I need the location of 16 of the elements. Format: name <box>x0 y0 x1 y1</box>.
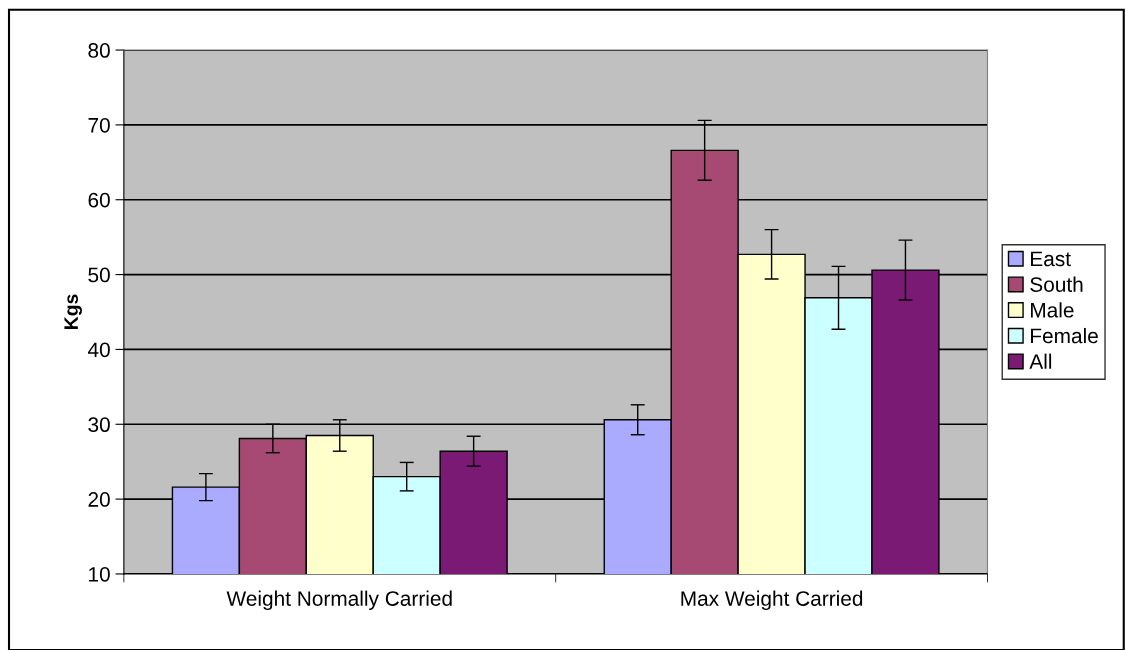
legend-label: Male <box>1031 302 1074 318</box>
y-tick-label: 10 <box>89 566 110 582</box>
y-tick-label: 60 <box>88 192 110 208</box>
legend-label: South <box>1030 276 1083 292</box>
legend-label: East <box>1031 251 1071 267</box>
y-tick-label: 70 <box>88 117 110 133</box>
y-tick-label: 40 <box>87 342 110 358</box>
legend-label: Female <box>1031 327 1098 344</box>
y-tick-label: 50 <box>88 267 110 283</box>
y-tick-label: 20 <box>88 492 110 507</box>
y-tick-label: 30 <box>88 417 110 433</box>
y-tick-label: 80 <box>88 43 110 58</box>
x-tick-label: Weight Normally Carried <box>226 590 452 611</box>
legend-label: All <box>1029 353 1052 369</box>
y-axis-title: Kgs <box>64 294 82 330</box>
x-tick-label: Max Weight Carried <box>681 590 863 611</box>
